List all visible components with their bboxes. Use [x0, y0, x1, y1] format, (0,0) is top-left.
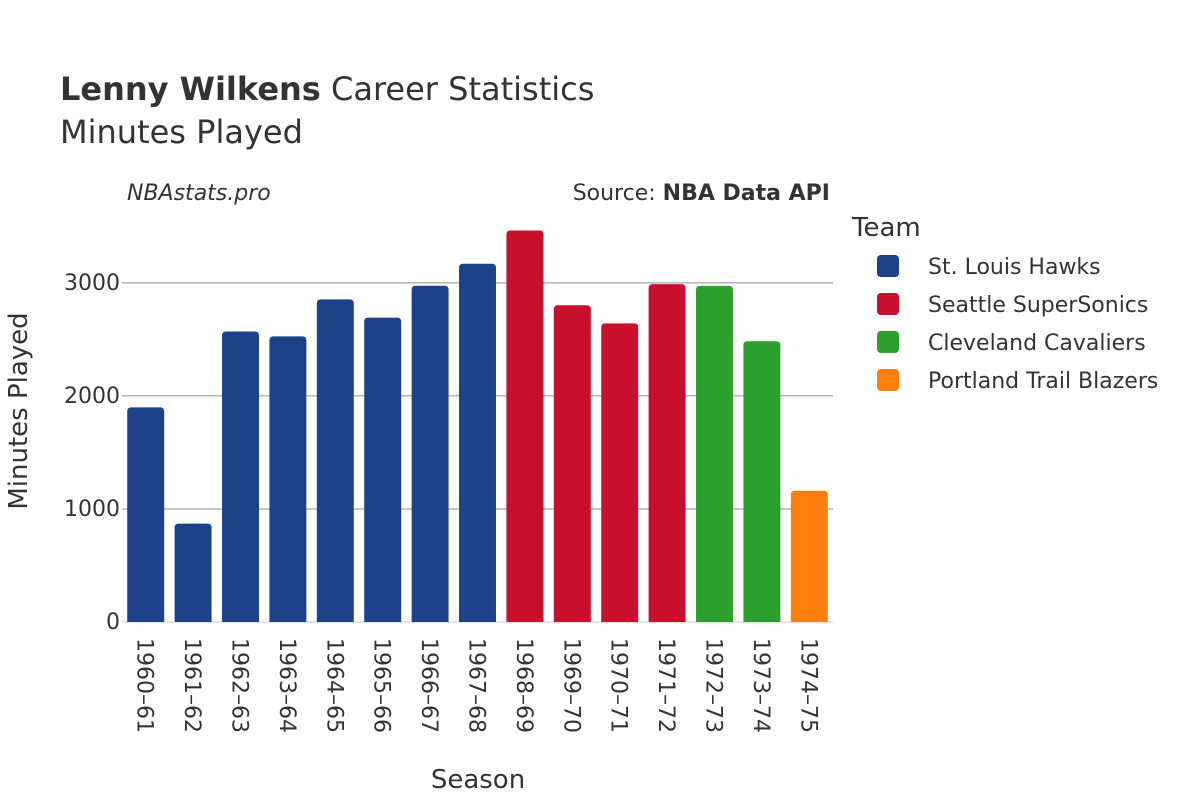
legend-swatch — [877, 293, 899, 315]
bar-1972–73 — [696, 285, 733, 622]
legend-label: Seattle SuperSonics — [928, 293, 1148, 318]
bar-1973–74 — [743, 341, 781, 622]
bars — [127, 230, 828, 622]
x-tick-label: 1962–63 — [227, 638, 252, 733]
x-tick-label: 1970–71 — [606, 638, 631, 733]
source-label: Source: NBA Data API — [573, 181, 830, 206]
watermark-label: NBAstats.pro — [127, 181, 271, 206]
bar-1968–69 — [506, 230, 544, 622]
y-tick-label: 0 — [106, 610, 120, 635]
x-axis-title: Season — [431, 765, 525, 795]
source-prefix: Source: — [573, 181, 663, 206]
chart-title-rest: Career Statistics — [321, 70, 595, 108]
x-axis-ticks: 1960–61 1961–62 1962–63 1963–64 1964–65 1965–… — [132, 638, 821, 733]
y-axis-ticks: 0 1000 2000 3000 — [64, 271, 120, 635]
legend-label: St. Louis Hawks — [928, 255, 1101, 280]
y-tick-label: 1000 — [64, 497, 120, 522]
chart-title-player: Lenny Wilkens — [60, 70, 321, 108]
x-tick-label: 1964–65 — [321, 638, 346, 733]
bar-1962–63 — [222, 331, 259, 622]
y-axis-title: Minutes Played — [4, 312, 34, 509]
x-tick-label: 1965–66 — [369, 638, 394, 733]
chart-title: Lenny Wilkens Career Statistics — [60, 70, 594, 108]
legend-label: Portland Trail Blazers — [928, 369, 1158, 394]
bar-1965–66 — [364, 317, 402, 622]
legend-swatch — [877, 369, 899, 391]
x-tick-label: 1968–69 — [511, 638, 536, 733]
legend-items: St. Louis Hawks Seattle SuperSonics Clevel… — [877, 255, 1158, 394]
y-tick-label: 2000 — [64, 384, 120, 409]
legend: Team St. Louis Hawks Seattle SuperSonics C… — [851, 213, 1158, 394]
y-tick-label: 3000 — [64, 271, 120, 296]
bar-1971–72 — [648, 284, 686, 622]
bar-1963–64 — [269, 336, 307, 622]
bar-1960–61 — [127, 407, 165, 622]
bar-1961–62 — [174, 523, 212, 622]
x-tick-label: 1960–61 — [132, 638, 157, 733]
bar-1970–71 — [601, 323, 639, 622]
x-tick-label: 1966–67 — [416, 638, 441, 733]
x-tick-label: 1963–64 — [274, 638, 299, 733]
bar-1974–75 — [790, 490, 828, 622]
bar-1969–70 — [553, 305, 591, 622]
x-tick-label: 1971–72 — [653, 638, 678, 733]
x-tick-label: 1967–68 — [464, 638, 489, 733]
x-tick-label: 1973–74 — [748, 638, 773, 733]
bar-1966–67 — [411, 285, 449, 622]
x-tick-label: 1974–75 — [795, 638, 820, 733]
bar-1967–68 — [459, 263, 496, 622]
bar-1964–65 — [316, 299, 354, 622]
x-tick-label: 1972–73 — [701, 638, 726, 733]
chart-subtitle: Minutes Played — [60, 113, 303, 151]
legend-title: Team — [851, 213, 921, 243]
source-name: NBA Data API — [663, 181, 830, 206]
legend-swatch — [877, 331, 899, 353]
legend-swatch — [877, 255, 899, 277]
legend-label: Cleveland Cavaliers — [928, 331, 1146, 356]
x-tick-label: 1969–70 — [558, 638, 583, 733]
x-tick-label: 1961–62 — [179, 638, 204, 733]
